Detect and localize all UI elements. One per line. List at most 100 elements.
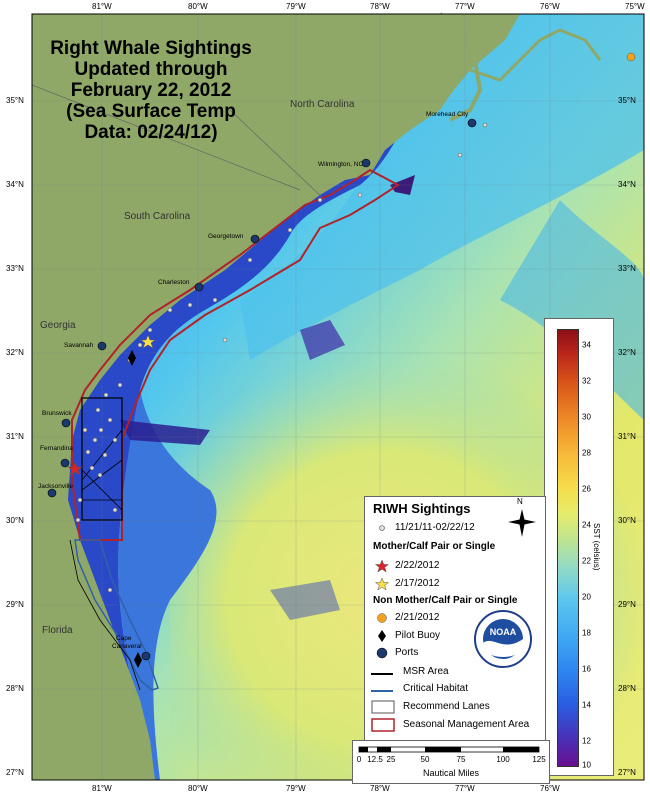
lon-label-top: 75°W [625, 2, 645, 11]
title-line: Data: 02/24/12) [84, 122, 218, 143]
lat-label-left: 29°N [6, 600, 24, 609]
lat-label-right: 31°N [618, 432, 636, 441]
colorbar-tick: 30 [582, 412, 591, 422]
scale-label: 100 [496, 755, 510, 764]
cold-pocket [270, 580, 340, 620]
port-label-fernandina: Fernandina [40, 445, 73, 452]
scale-unit: Nautical Miles [422, 768, 480, 778]
legend-mc2: 2/17/2012 [395, 578, 440, 589]
lon-label-bottom: 81°W [92, 784, 112, 793]
lat-label-right: 27°N [618, 768, 636, 777]
lon-label-bottom: 80°W [188, 784, 208, 793]
msr-line [69, 539, 141, 691]
colorbar-tick: 24 [582, 520, 591, 530]
sma-box-icon [371, 718, 395, 732]
legend-title: RIWH Sightings [373, 501, 471, 516]
colorbar-title: SST (celsius) [592, 523, 601, 571]
orange-dot-icon [377, 613, 387, 623]
colorbar-tick: 16 [582, 664, 591, 674]
legend-buoy: Pilot Buoy [395, 630, 441, 641]
lon-label-top: 77°W [455, 2, 475, 11]
lat-label-left: 28°N [6, 684, 24, 693]
port-label-morehead: Morehead City [426, 111, 469, 118]
star-2-17-2012 [140, 334, 156, 349]
state-label-fl: Florida [42, 625, 73, 636]
lon-label-bottom: 77°W [455, 784, 475, 793]
legend-nmc-heading: Non Mother/Calf Pair or Single [373, 595, 518, 606]
legend-nmc1: 2/21/2012 [395, 612, 440, 623]
noaa-logo: NOAA [474, 610, 532, 668]
critical-habitat [74, 539, 159, 691]
diamond-icon [378, 630, 386, 642]
legend-mc1: 2/22/2012 [395, 560, 440, 571]
lat-label-right: 34°N [618, 180, 636, 189]
colorbar-tick: 20 [582, 592, 591, 602]
legend-msr: MSR Area [403, 666, 449, 677]
scale-label: 50 [420, 755, 430, 764]
legend-mc-heading: Mother/Calf Pair or Single [373, 541, 496, 552]
lat-label-right: 32°N [618, 348, 636, 357]
lat-label-right: 29°N [618, 600, 636, 609]
recommended-lanes [81, 397, 123, 521]
colorbar-tick: 18 [582, 628, 591, 638]
port-label-charleston: Charleston [158, 279, 190, 286]
yellow-star-icon [375, 577, 389, 591]
colorbar-tick: 28 [582, 448, 591, 458]
lon-label-bottom: 76°W [540, 784, 560, 793]
lon-label-bottom: 78°W [370, 784, 390, 793]
lat-label-right: 30°N [618, 516, 636, 525]
leader-line [229, 109, 326, 201]
sighting-symbol-icon [379, 525, 385, 531]
port-label-cape: Cape [116, 635, 132, 642]
state-label-nc: North Carolina [290, 99, 355, 110]
title-line: (Sea Surface Temp [66, 101, 236, 122]
map-title: Right Whale Sightings Updated through Fe… [36, 38, 266, 143]
sighting-2-21-2012 [626, 52, 636, 62]
barrier-island [469, 28, 602, 82]
lon-label-top: 78°W [370, 2, 390, 11]
scale-label: 12.5 [367, 755, 383, 764]
lat-label-left: 33°N [6, 264, 24, 273]
pilot-buoy-marker [128, 350, 136, 366]
port-label-canaveral: Canaveral [112, 643, 142, 650]
ports-layer [47, 118, 477, 661]
port-label-wilmington: Wilmington, NC [318, 161, 364, 168]
state-label-ga: Georgia [40, 320, 76, 331]
lon-label-top: 76°W [540, 2, 560, 11]
sightings-layer [75, 122, 488, 593]
north-arrow-icon [508, 509, 536, 537]
leader-line [31, 84, 301, 191]
legend-lanes: Recommend Lanes [403, 701, 490, 712]
logo-text: NOAA [490, 627, 517, 637]
legend-panel: RIWH Sightings N 11/21/11-02/22/12 Mothe… [364, 496, 546, 758]
lat-label-right: 28°N [618, 684, 636, 693]
outer-banks [438, 12, 483, 122]
star-2-22-2012 [67, 461, 83, 476]
scale-label: 0 [356, 755, 362, 764]
lat-label-right: 33°N [618, 264, 636, 273]
port-label-jacksonville: Jacksonville [38, 483, 74, 490]
pilot-buoy-marker [134, 652, 142, 668]
lanes-box-icon [371, 700, 395, 714]
north-label: N [517, 497, 523, 506]
scale-label: 75 [456, 755, 466, 764]
colorbar-panel: 34 32 30 28 26 24 22 20 18 16 14 12 10 S… [544, 318, 614, 776]
lat-label-left: 34°N [6, 180, 24, 189]
legend-sma: Seasonal Management Area [403, 719, 530, 730]
lat-label-left: 30°N [6, 516, 24, 525]
lat-label-left: 31°N [6, 432, 24, 441]
scale-bar: 0 12.5 25 50 75 100 125 Nautical Miles [352, 740, 550, 784]
lon-label-top: 79°W [286, 2, 306, 11]
colorbar-tick: 34 [582, 340, 591, 350]
cold-pocket [120, 420, 210, 445]
cool-band [240, 14, 644, 360]
red-star-icon [375, 559, 389, 573]
legend-sightings: 11/21/11-02/22/12 [395, 522, 475, 533]
lat-label-left: 27°N [6, 768, 24, 777]
map-border [31, 13, 645, 781]
colorbar-tick: 32 [582, 376, 591, 386]
title-line: February 22, 2012 [70, 80, 232, 101]
cold-pocket [390, 175, 415, 195]
colorbar-tick: 12 [582, 736, 591, 746]
